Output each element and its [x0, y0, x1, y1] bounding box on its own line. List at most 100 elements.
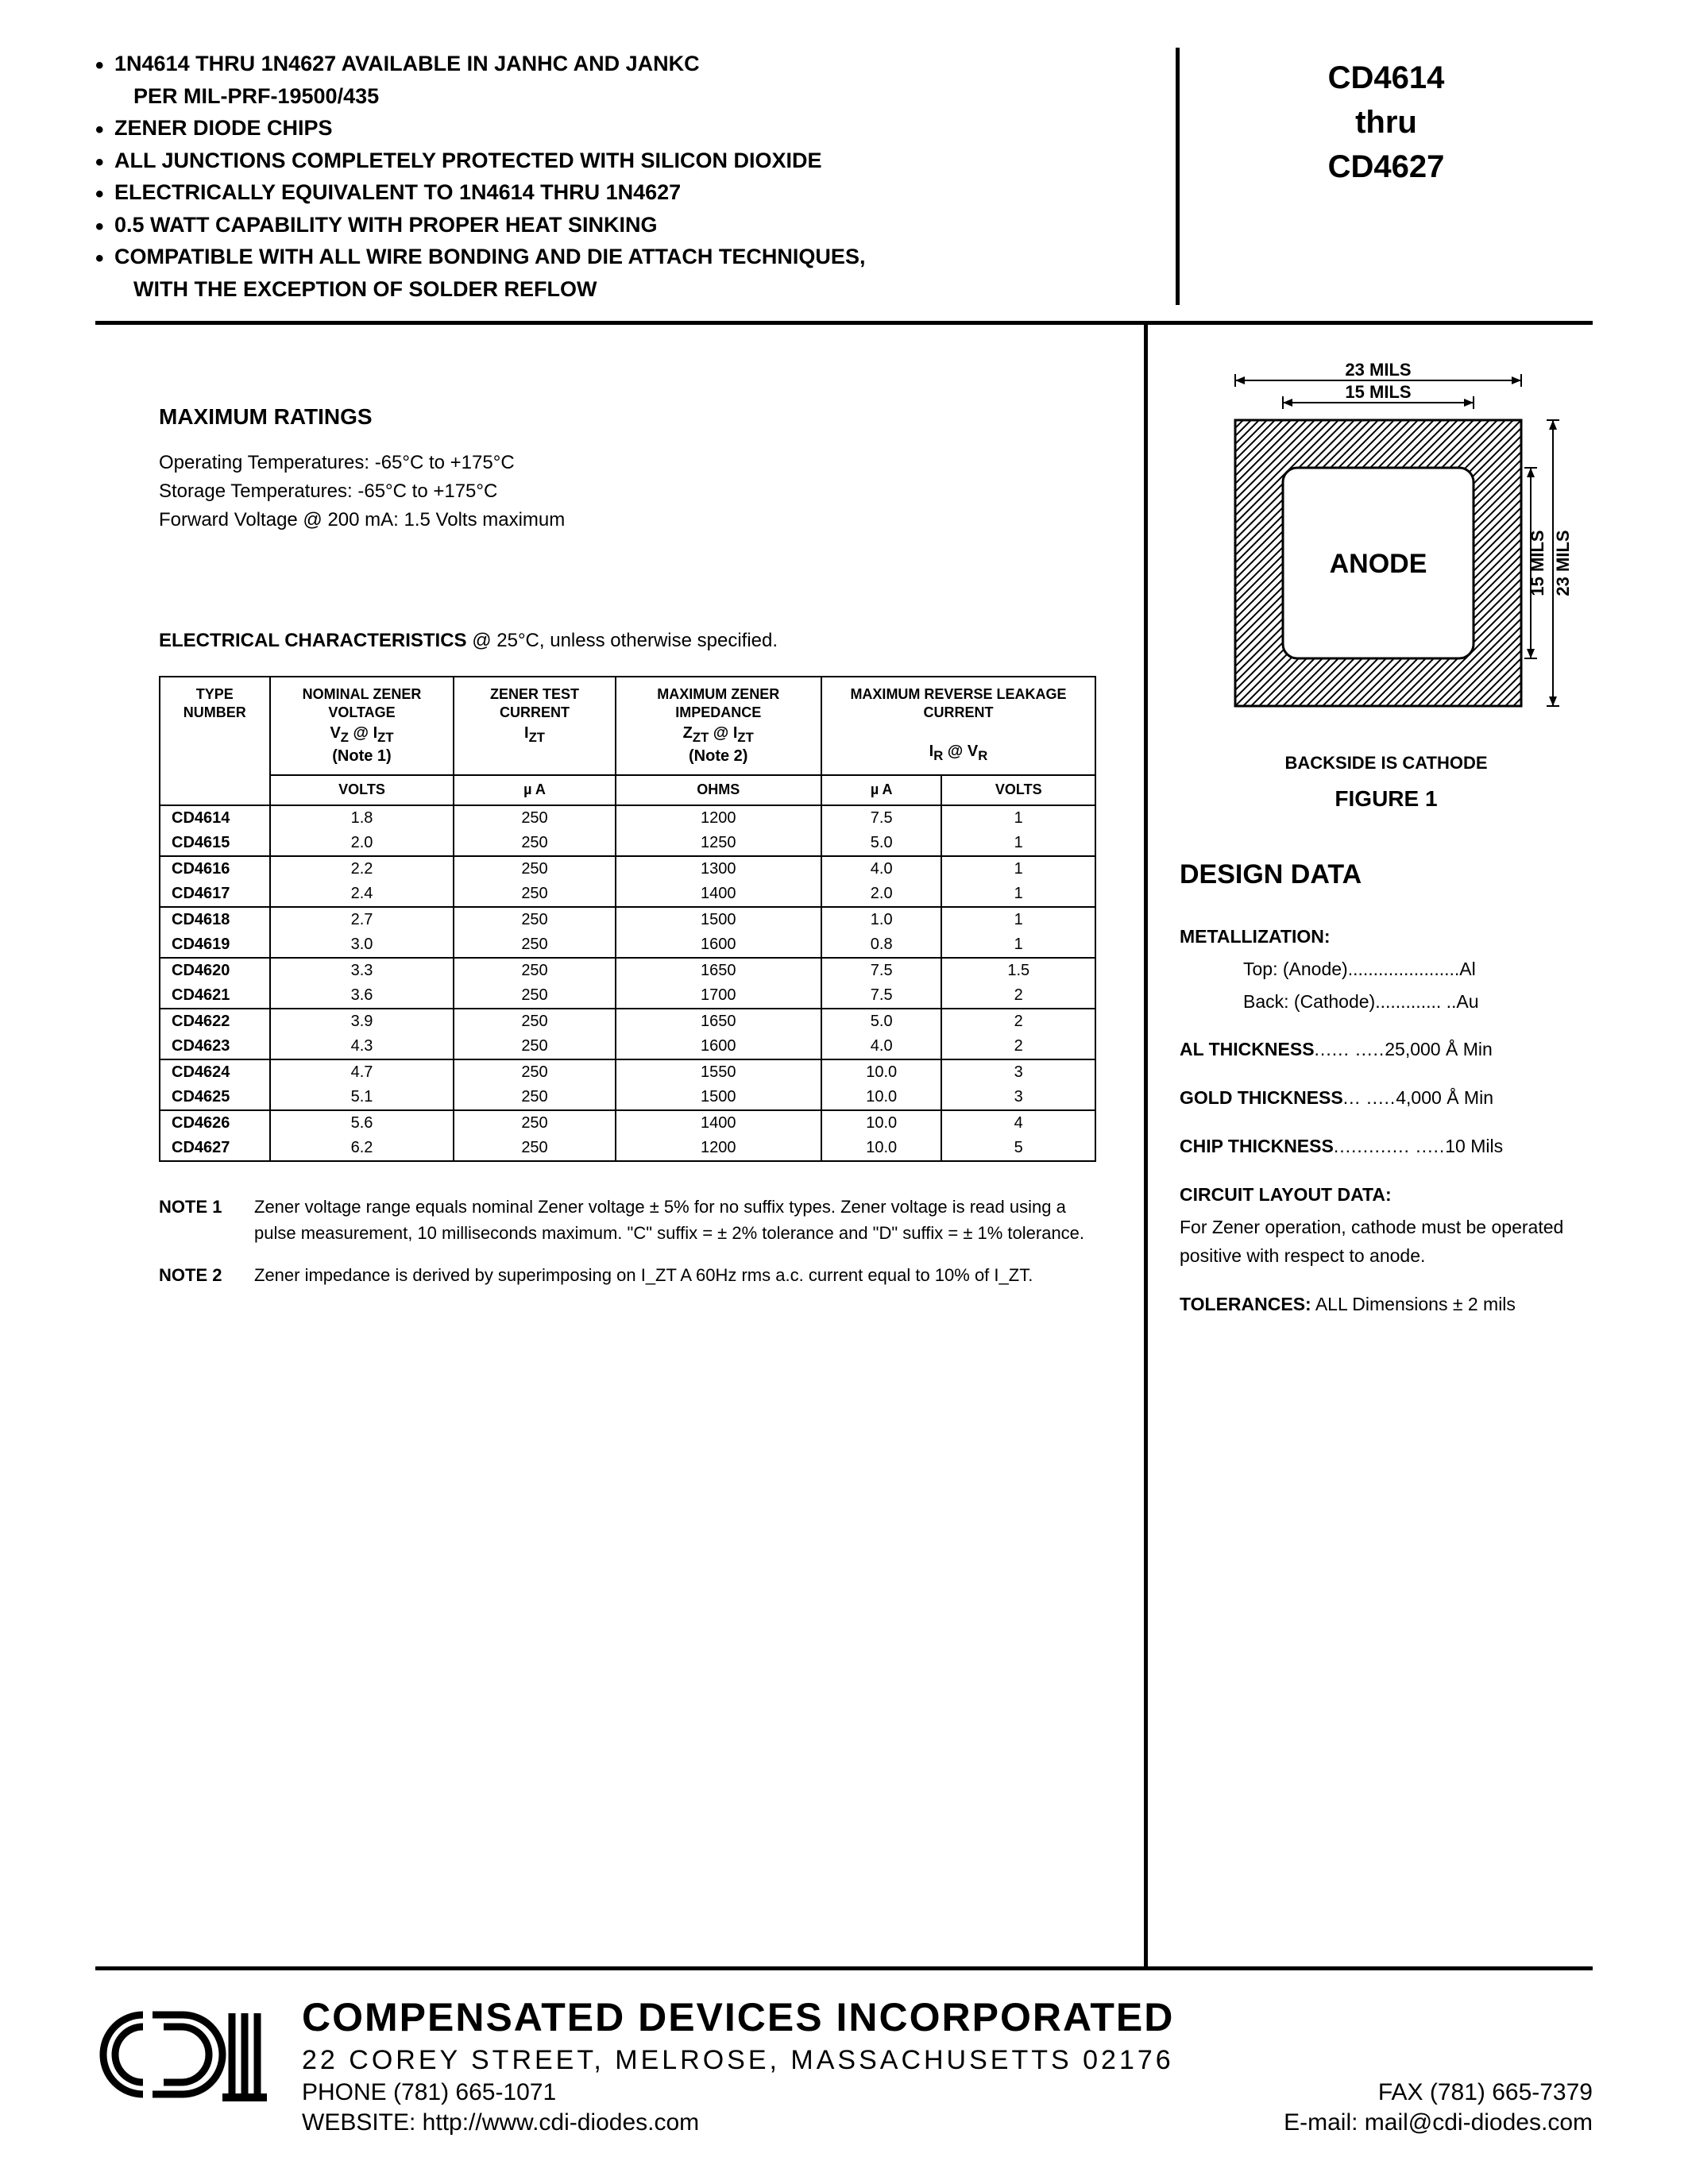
col-zzt: MAXIMUM ZENER IMPEDANCE ZZT @ IZT (Note … — [616, 677, 821, 775]
cell-type: CD4618 — [160, 907, 270, 932]
cell-vz: 2.4 — [270, 882, 454, 907]
cell-izt: 250 — [454, 958, 615, 983]
cell-vr: 2 — [941, 1034, 1095, 1059]
figure-title: FIGURE 1 — [1180, 786, 1593, 812]
col-leakage: MAXIMUM REVERSE LEAKAGE CURRENT IR @ VR — [821, 677, 1095, 775]
cell-vz: 4.3 — [270, 1034, 454, 1059]
note1-body: Zener voltage range equals nominal Zener… — [254, 1194, 1096, 1246]
feature-item: 1N4614 THRU 1N4627 AVAILABLE IN JANHC AN… — [95, 48, 1144, 80]
cell-zzt: 1400 — [616, 1110, 821, 1136]
cell-zzt: 1250 — [616, 831, 821, 856]
cell-zzt: 1400 — [616, 882, 821, 907]
tol-label: TOLERANCES: — [1180, 1294, 1311, 1314]
cell-vr: 3 — [941, 1085, 1095, 1110]
table-row: CD46203.325016507.51.5 — [160, 958, 1095, 983]
cell-type: CD4622 — [160, 1009, 270, 1034]
cell-vz: 2.7 — [270, 907, 454, 932]
chip-figure: 23 MILS 15 MILS ANODE — [1180, 357, 1593, 812]
table-row: CD46276.2250120010.05 — [160, 1136, 1095, 1161]
svg-text:ANODE: ANODE — [1330, 549, 1427, 579]
cell-vz: 4.7 — [270, 1059, 454, 1085]
cell-ir: 10.0 — [821, 1136, 942, 1161]
cell-vz: 3.3 — [270, 958, 454, 983]
electrical-table: TYPE NUMBER NOMINAL ZENER VOLTAGE VZ @ I… — [159, 676, 1096, 1162]
svg-text:23 MILS: 23 MILS — [1345, 360, 1411, 380]
note1-label: NOTE 1 — [159, 1194, 254, 1246]
ratings-text: Operating Temperatures: -65°C to +175°CS… — [159, 449, 1096, 534]
cell-vr: 1.5 — [941, 958, 1095, 983]
cell-vr: 1 — [941, 932, 1095, 958]
col-type: TYPE NUMBER — [160, 677, 270, 805]
cell-vr: 4 — [941, 1110, 1095, 1136]
cell-type: CD4626 — [160, 1110, 270, 1136]
tol-text: ALL Dimensions ± 2 mils — [1315, 1294, 1516, 1314]
design-data-heading: DESIGN DATA — [1180, 859, 1593, 890]
cell-izt: 250 — [454, 983, 615, 1009]
cell-type: CD4619 — [160, 932, 270, 958]
note-1: NOTE 1 Zener voltage range equals nomina… — [159, 1194, 1096, 1246]
left-column: MAXIMUM RATINGS Operating Temperatures: … — [95, 325, 1148, 1966]
table-row: CD46172.425014002.01 — [160, 882, 1095, 907]
col-izt: ZENER TEST CURRENT IZT — [454, 677, 615, 775]
cell-izt: 250 — [454, 856, 615, 882]
feature-item-sub: WITH THE EXCEPTION OF SOLDER REFLOW — [95, 273, 1144, 306]
cell-ir: 10.0 — [821, 1059, 942, 1085]
cell-vz: 1.8 — [270, 805, 454, 831]
rating-line: Operating Temperatures: -65°C to +175°C — [159, 449, 1096, 477]
unit-ohms: OHMS — [616, 775, 821, 805]
metallization-label: METALLIZATION: — [1180, 922, 1593, 951]
top-section: 1N4614 THRU 1N4627 AVAILABLE IN JANHC AN… — [95, 48, 1593, 325]
cell-ir: 7.5 — [821, 805, 942, 831]
note-2: NOTE 2 Zener impedance is derived by sup… — [159, 1262, 1096, 1288]
unit-volts2: VOLTS — [941, 775, 1095, 805]
cell-ir: 0.8 — [821, 932, 942, 958]
table-row: CD46223.925016505.02 — [160, 1009, 1095, 1034]
cell-izt: 250 — [454, 1085, 615, 1110]
mid-section: MAXIMUM RATINGS Operating Temperatures: … — [95, 325, 1593, 1966]
part-range-mid: thru — [1180, 100, 1593, 145]
cell-izt: 250 — [454, 805, 615, 831]
table-row: CD46244.7250155010.03 — [160, 1059, 1095, 1085]
cell-zzt: 1700 — [616, 983, 821, 1009]
cell-ir: 5.0 — [821, 1009, 942, 1034]
note2-body: Zener impedance is derived by superimpos… — [254, 1262, 1096, 1288]
feature-item: 0.5 WATT CAPABILITY WITH PROPER HEAT SIN… — [95, 209, 1144, 241]
cell-ir: 4.0 — [821, 856, 942, 882]
cell-type: CD4627 — [160, 1136, 270, 1161]
met-back: Back: (Cathode)............. ..Au — [1180, 987, 1593, 1017]
cell-zzt: 1200 — [616, 1136, 821, 1161]
svg-text:15 MILS: 15 MILS — [1345, 382, 1411, 402]
cell-izt: 250 — [454, 1136, 615, 1161]
cell-vz: 3.6 — [270, 983, 454, 1009]
table-row: CD46255.1250150010.03 — [160, 1085, 1095, 1110]
cell-izt: 250 — [454, 882, 615, 907]
feature-item: ZENER DIODE CHIPS — [95, 112, 1144, 145]
cell-vr: 1 — [941, 805, 1095, 831]
part-range-top: CD4614 — [1180, 56, 1593, 100]
elec-heading-rest: @ 25°C, unless otherwise specified. — [467, 630, 778, 651]
cell-vr: 5 — [941, 1136, 1095, 1161]
max-ratings-heading: MAXIMUM RATINGS — [159, 404, 1096, 430]
cell-vz: 2.0 — [270, 831, 454, 856]
cell-izt: 250 — [454, 1009, 615, 1034]
company-website: WEBSITE: http://www.cdi-diodes.com — [302, 2109, 699, 2136]
table-row: CD46193.025016000.81 — [160, 932, 1095, 958]
cell-type: CD4624 — [160, 1059, 270, 1085]
feature-item-sub: PER MIL-PRF-19500/435 — [95, 80, 1144, 113]
cell-type: CD4614 — [160, 805, 270, 831]
cell-type: CD4615 — [160, 831, 270, 856]
cell-type: CD4616 — [160, 856, 270, 882]
cell-vr: 1 — [941, 856, 1095, 882]
rating-line: Storage Temperatures: -65°C to +175°C — [159, 477, 1096, 506]
cell-izt: 250 — [454, 1110, 615, 1136]
company-name: COMPENSATED DEVICES INCORPORATED — [302, 1994, 1593, 2040]
cell-zzt: 1200 — [616, 805, 821, 831]
cell-zzt: 1650 — [616, 1009, 821, 1034]
cell-type: CD4623 — [160, 1034, 270, 1059]
cell-type: CD4617 — [160, 882, 270, 907]
unit-ua: µ A — [454, 775, 615, 805]
feature-item: ELECTRICALLY EQUIVALENT TO 1N4614 THRU 1… — [95, 176, 1144, 209]
features-list: 1N4614 THRU 1N4627 AVAILABLE IN JANHC AN… — [95, 48, 1144, 305]
chip-diagram-svg: 23 MILS 15 MILS ANODE — [1188, 357, 1585, 738]
cell-ir: 1.0 — [821, 907, 942, 932]
